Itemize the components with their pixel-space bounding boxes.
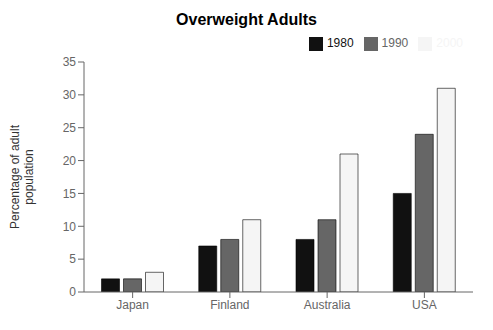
svg-text:Percentage of adultpopulation: Percentage of adultpopulation	[8, 124, 36, 229]
html-text:1980: 1980	[326, 36, 354, 50]
svg-text:0: 0	[69, 285, 76, 299]
svg-text:Australia: Australia	[304, 298, 351, 312]
svg-text:Japan: Japan	[116, 298, 149, 312]
svg-text:10: 10	[63, 220, 77, 234]
svg-text:5: 5	[69, 252, 76, 266]
svg-text:20: 20	[63, 154, 77, 168]
html-text:Overweight Adults: Overweight Adults	[176, 11, 317, 28]
svg-text:15: 15	[63, 187, 77, 201]
html-text:2000: 2000	[436, 36, 463, 50]
svg-text:35: 35	[63, 55, 77, 69]
svg-text:USA: USA	[412, 298, 437, 312]
html-text:1990: 1990	[381, 36, 409, 50]
svg-text:25: 25	[63, 121, 77, 135]
svg-text:30: 30	[63, 88, 77, 102]
svg-text:Finland: Finland	[210, 298, 249, 312]
